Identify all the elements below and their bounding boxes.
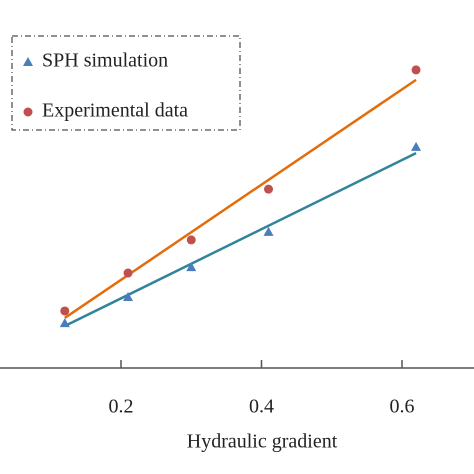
legend-marker xyxy=(23,107,33,117)
trend-line xyxy=(64,78,417,319)
circle-marker xyxy=(264,184,274,194)
triangle-marker xyxy=(186,262,197,272)
circle-marker xyxy=(60,306,70,316)
circle-marker xyxy=(123,268,133,278)
triangle-marker xyxy=(59,318,70,328)
x-axis-label: Hydraulic gradient xyxy=(187,431,338,453)
triangle-marker xyxy=(411,141,422,151)
x-tick-label: 0.2 xyxy=(109,396,134,418)
x-tick-label: 0.4 xyxy=(249,396,274,418)
legend-marker xyxy=(23,57,33,66)
trend-line xyxy=(64,151,417,328)
x-tick-label: 0.6 xyxy=(390,396,415,418)
legend-label: Experimental data xyxy=(42,100,188,122)
triangle-marker xyxy=(123,291,134,301)
legend-label: SPH simulation xyxy=(42,50,168,72)
triangle-marker xyxy=(263,226,274,236)
circle-marker xyxy=(411,65,421,75)
circle-marker xyxy=(186,235,196,245)
legend-box xyxy=(11,35,241,131)
